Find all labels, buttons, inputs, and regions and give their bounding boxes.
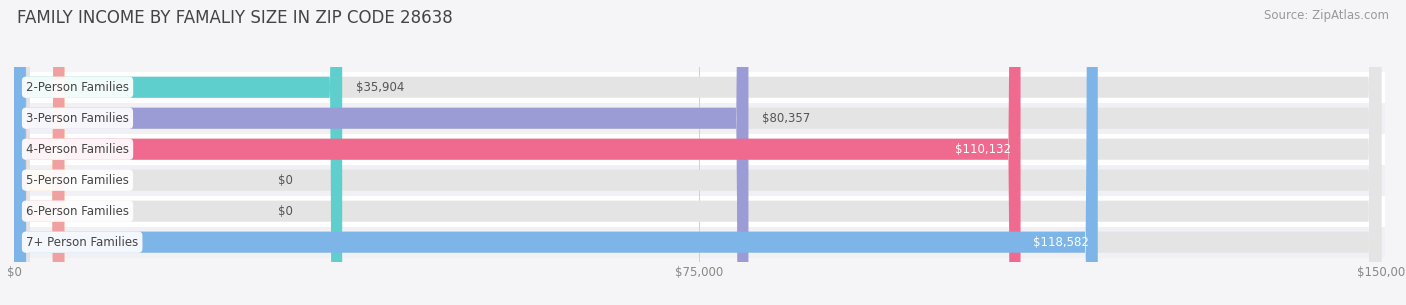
Bar xyxy=(14,227,1385,258)
FancyBboxPatch shape xyxy=(18,0,1381,305)
Text: 4-Person Families: 4-Person Families xyxy=(27,143,129,156)
FancyBboxPatch shape xyxy=(18,0,1381,305)
Text: 5-Person Families: 5-Person Families xyxy=(27,174,129,187)
FancyBboxPatch shape xyxy=(14,0,342,305)
Text: FAMILY INCOME BY FAMALIY SIZE IN ZIP CODE 28638: FAMILY INCOME BY FAMALIY SIZE IN ZIP COD… xyxy=(17,9,453,27)
FancyBboxPatch shape xyxy=(18,0,1381,305)
Bar xyxy=(14,72,1385,103)
Text: $110,132: $110,132 xyxy=(956,143,1011,156)
Text: $80,357: $80,357 xyxy=(762,112,810,125)
Text: 6-Person Families: 6-Person Families xyxy=(27,205,129,218)
FancyBboxPatch shape xyxy=(14,0,748,305)
Text: Source: ZipAtlas.com: Source: ZipAtlas.com xyxy=(1264,9,1389,22)
FancyBboxPatch shape xyxy=(18,0,1381,305)
FancyBboxPatch shape xyxy=(18,0,1381,305)
Bar xyxy=(14,103,1385,134)
Text: 7+ Person Families: 7+ Person Families xyxy=(27,236,138,249)
FancyBboxPatch shape xyxy=(14,0,65,305)
Bar xyxy=(14,196,1385,227)
Text: $0: $0 xyxy=(278,205,292,218)
Text: 2-Person Families: 2-Person Families xyxy=(27,81,129,94)
Text: $0: $0 xyxy=(278,174,292,187)
FancyBboxPatch shape xyxy=(14,0,65,305)
FancyBboxPatch shape xyxy=(14,0,1021,305)
Text: $35,904: $35,904 xyxy=(356,81,405,94)
FancyBboxPatch shape xyxy=(14,0,1098,305)
FancyBboxPatch shape xyxy=(18,0,1381,305)
Text: $118,582: $118,582 xyxy=(1033,236,1088,249)
Bar xyxy=(14,165,1385,196)
Text: 3-Person Families: 3-Person Families xyxy=(27,112,129,125)
Bar xyxy=(14,134,1385,165)
